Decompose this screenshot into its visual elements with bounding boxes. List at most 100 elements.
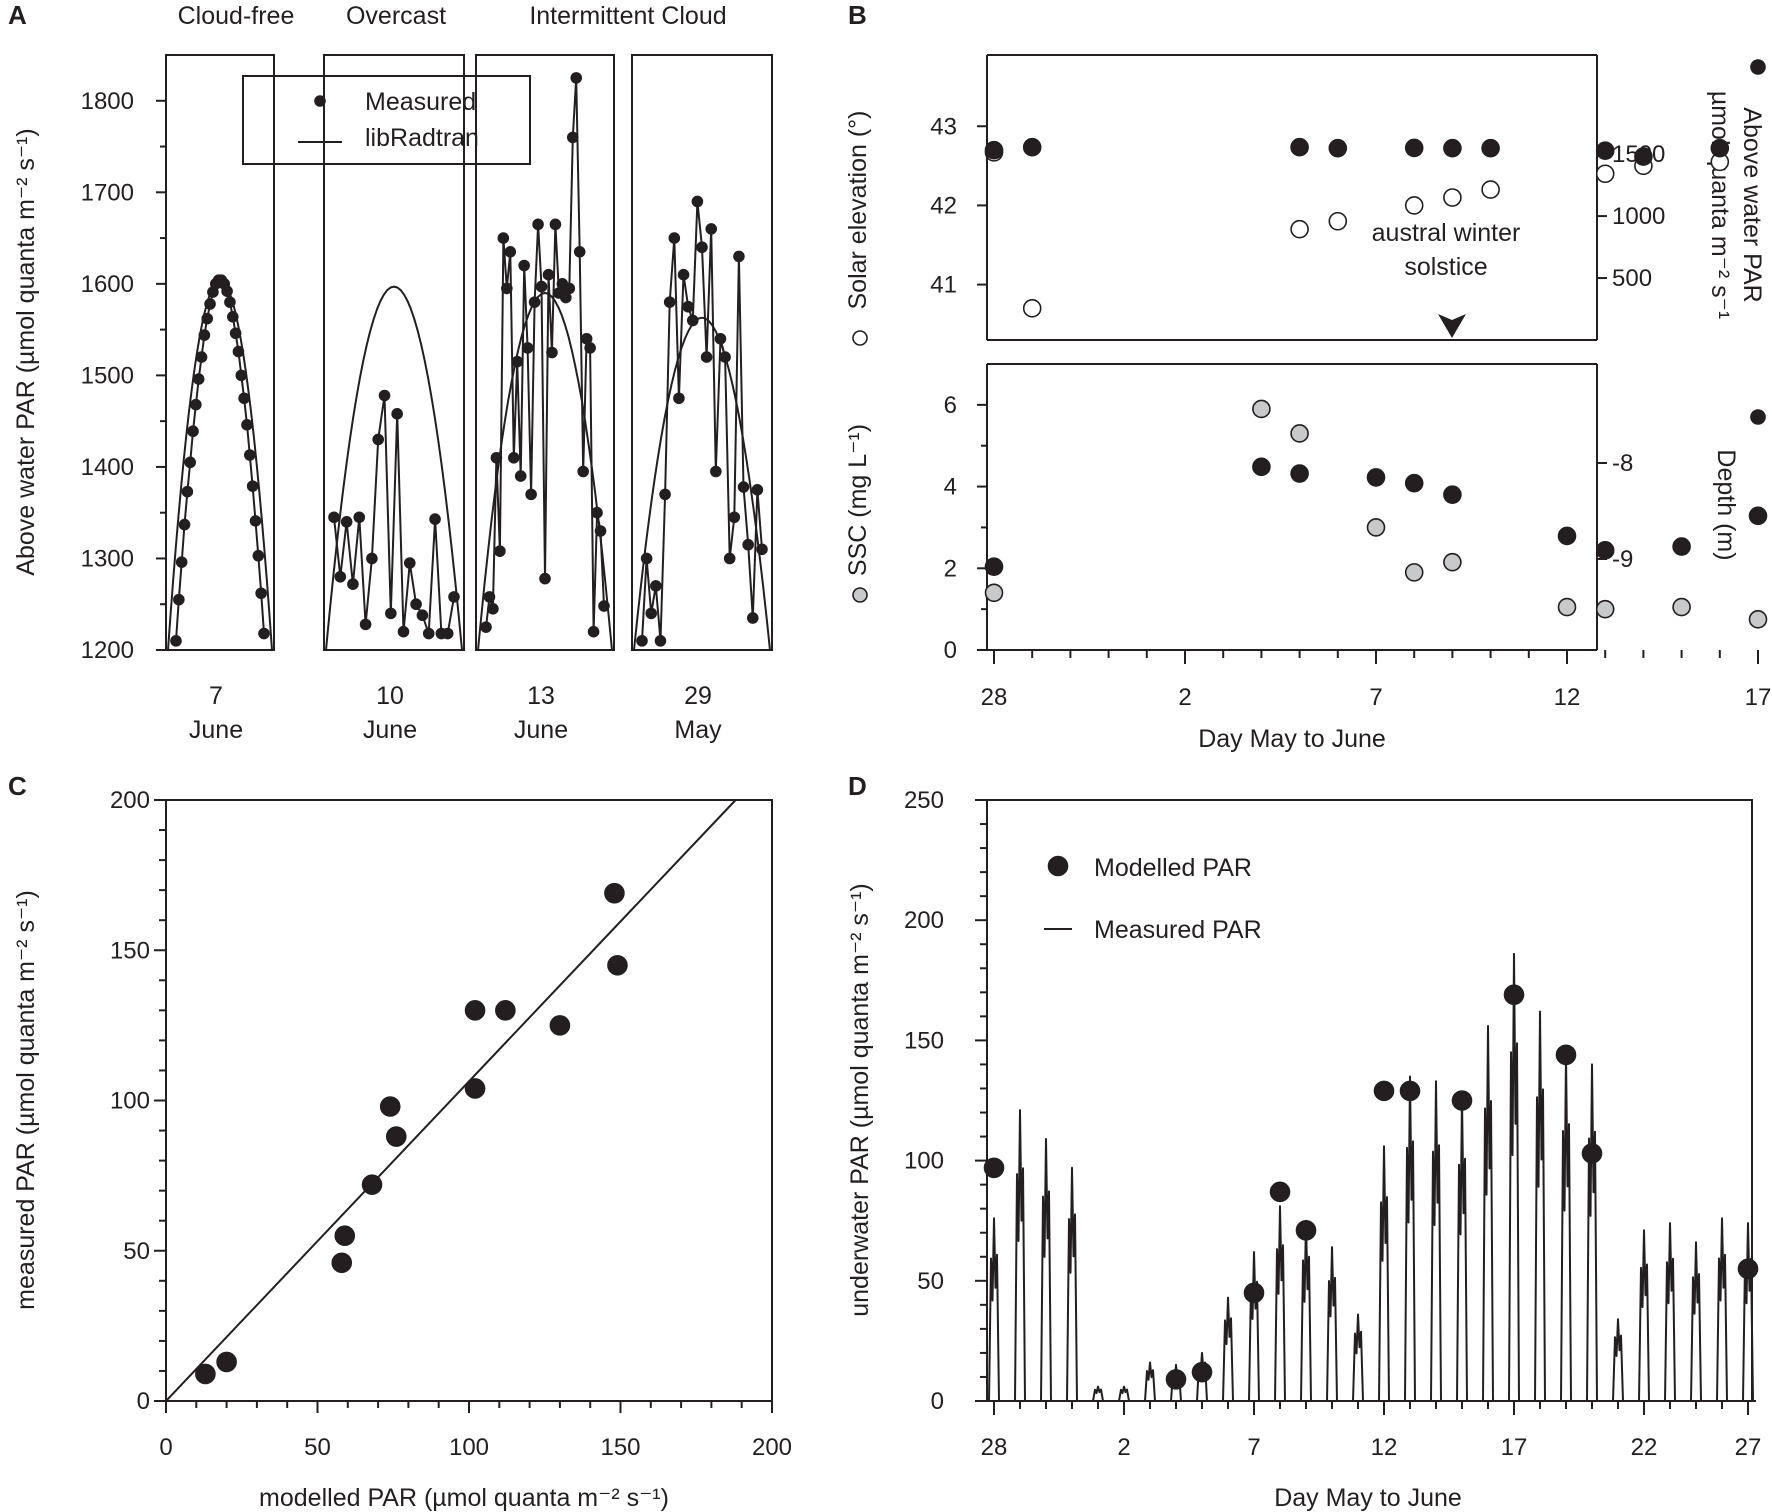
- b-ssc-point: [1443, 552, 1462, 572]
- a-measured-point: [682, 300, 694, 313]
- d-modelled-par-point: [1191, 1361, 1213, 1383]
- a-day-number-label: 29: [684, 682, 712, 710]
- a-measured-point: [226, 310, 239, 323]
- a-measured-point: [700, 351, 713, 363]
- a-measured-point: [403, 557, 416, 569]
- a-day-month-label: June: [514, 716, 568, 744]
- a-measured-point: [238, 392, 250, 405]
- a-measured-point: [539, 572, 551, 585]
- a-day-frame: [631, 54, 773, 651]
- c-data-point: [464, 1078, 486, 1099]
- a-measured-point: [640, 552, 653, 565]
- a-measured-point: [378, 389, 391, 402]
- c-frame: [165, 799, 773, 1402]
- c-data-point: [331, 1252, 353, 1274]
- a-measured-point: [598, 600, 610, 612]
- c-data-point: [464, 1000, 486, 1021]
- a-y-tick-label: 1700: [81, 179, 134, 206]
- b-above-water-par-legend-marker: [1750, 59, 1766, 75]
- b-depth-axis-label: Depth (m): [1712, 449, 1740, 560]
- a-legend-box: [242, 75, 531, 165]
- a-measured-point: [728, 511, 741, 524]
- panel-label-b: B: [848, 0, 867, 30]
- b-ssc-point: [1595, 599, 1615, 619]
- b-ssc-point: [1672, 597, 1691, 617]
- a-measured-point: [746, 612, 759, 624]
- a-measured-point: [514, 470, 527, 482]
- b-bottom-left-tick-label: 4: [944, 474, 957, 501]
- a-measured-point: [483, 591, 496, 603]
- a-day-condition-label: Overcast: [346, 2, 446, 30]
- a-measured-point: [584, 342, 596, 354]
- d-legend-measured-label: Measured PAR: [1094, 916, 1262, 944]
- b-depth-point: [1595, 541, 1615, 560]
- b-above-water-par-point: [1404, 138, 1424, 158]
- a-measured-point: [525, 488, 537, 501]
- c-y-tick-label: 50: [123, 1238, 150, 1265]
- d-modelled-par-point: [1737, 1258, 1759, 1280]
- a-measured-point: [686, 314, 699, 327]
- b-x-tick-label: 12: [1554, 684, 1581, 711]
- b-depth-point: [1404, 473, 1424, 493]
- a-measured-point: [246, 480, 259, 492]
- c-one-to-one-line: [165, 799, 737, 1402]
- b-above-water-par-point: [1481, 138, 1500, 158]
- d-legend-modelled-label: Modelled PAR: [1094, 854, 1252, 882]
- c-x-tick-label: 0: [159, 1434, 172, 1461]
- d-modelled-par-point: [1581, 1143, 1603, 1164]
- a-measured-point: [397, 625, 410, 638]
- b-bottom-left-tick-label: 2: [944, 555, 957, 582]
- b-ssc-legend-marker: [852, 587, 868, 603]
- c-x-tick-label: 100: [449, 1434, 489, 1461]
- d-y-tick-label: 200: [904, 907, 944, 934]
- a-y-tick-label: 1300: [81, 545, 134, 572]
- a-day-number-label: 7: [209, 682, 223, 710]
- a-measured-line: [333, 394, 455, 635]
- a-measured-point: [252, 549, 265, 562]
- b-depth-point: [1672, 537, 1691, 556]
- a-measured-point: [696, 241, 708, 254]
- a-measured-point: [258, 627, 270, 640]
- a-legend-measured-marker: [314, 95, 326, 107]
- b-depth-point: [1290, 464, 1309, 483]
- b-annotation-line1: austral winter: [1372, 219, 1521, 247]
- b-solar-elevation-point: [1404, 196, 1424, 215]
- b-ssc-point: [1366, 518, 1386, 537]
- a-measured-point: [507, 451, 520, 464]
- a-measured-point: [756, 543, 768, 556]
- b-solar-elevation-point: [1290, 219, 1309, 239]
- c-y-tick-label: 200: [110, 787, 150, 814]
- a-librad-model-curve: [325, 285, 463, 651]
- b-x-tick-label: 2: [1178, 684, 1191, 711]
- b-ssc-point: [1404, 563, 1424, 582]
- a-measured-point: [347, 578, 359, 590]
- a-legend-model-label: libRadtran: [365, 124, 479, 152]
- a-measured-point: [563, 282, 576, 295]
- a-measured-point: [645, 607, 658, 620]
- a-measured-point: [175, 556, 188, 568]
- b-above-water-par-point: [1443, 138, 1462, 158]
- d-modelled-par-point: [1243, 1282, 1265, 1304]
- c-data-point: [195, 1363, 216, 1385]
- c-data-point: [361, 1174, 383, 1195]
- c-data-point: [334, 1225, 356, 1247]
- c-y-tick-label: 150: [110, 937, 150, 964]
- a-measured-point: [518, 259, 530, 272]
- d-x-tick-label: 17: [1501, 1434, 1528, 1461]
- a-measured-point: [673, 392, 685, 405]
- a-measured-point: [429, 513, 441, 525]
- b-above-water-par-point: [1595, 141, 1615, 160]
- a-measured-point: [591, 506, 603, 519]
- d-y-tick-label: 100: [904, 1148, 944, 1175]
- b-above-water-par-units: µmol quanta m⁻² s⁻¹: [1706, 91, 1734, 319]
- b-solar-elevation-legend-marker: [852, 330, 868, 346]
- a-y-axis-label: Above water PAR (µmol quanta m⁻² s⁻¹): [12, 128, 40, 575]
- b-depth-point: [1366, 468, 1386, 487]
- d-legend-modelled-marker: [1047, 855, 1069, 877]
- d-measured-par-line: [988, 952, 1756, 1402]
- a-measured-point: [480, 621, 492, 633]
- d-x-tick-label: 22: [1631, 1434, 1658, 1461]
- b-x-tick-label: 28: [981, 684, 1008, 711]
